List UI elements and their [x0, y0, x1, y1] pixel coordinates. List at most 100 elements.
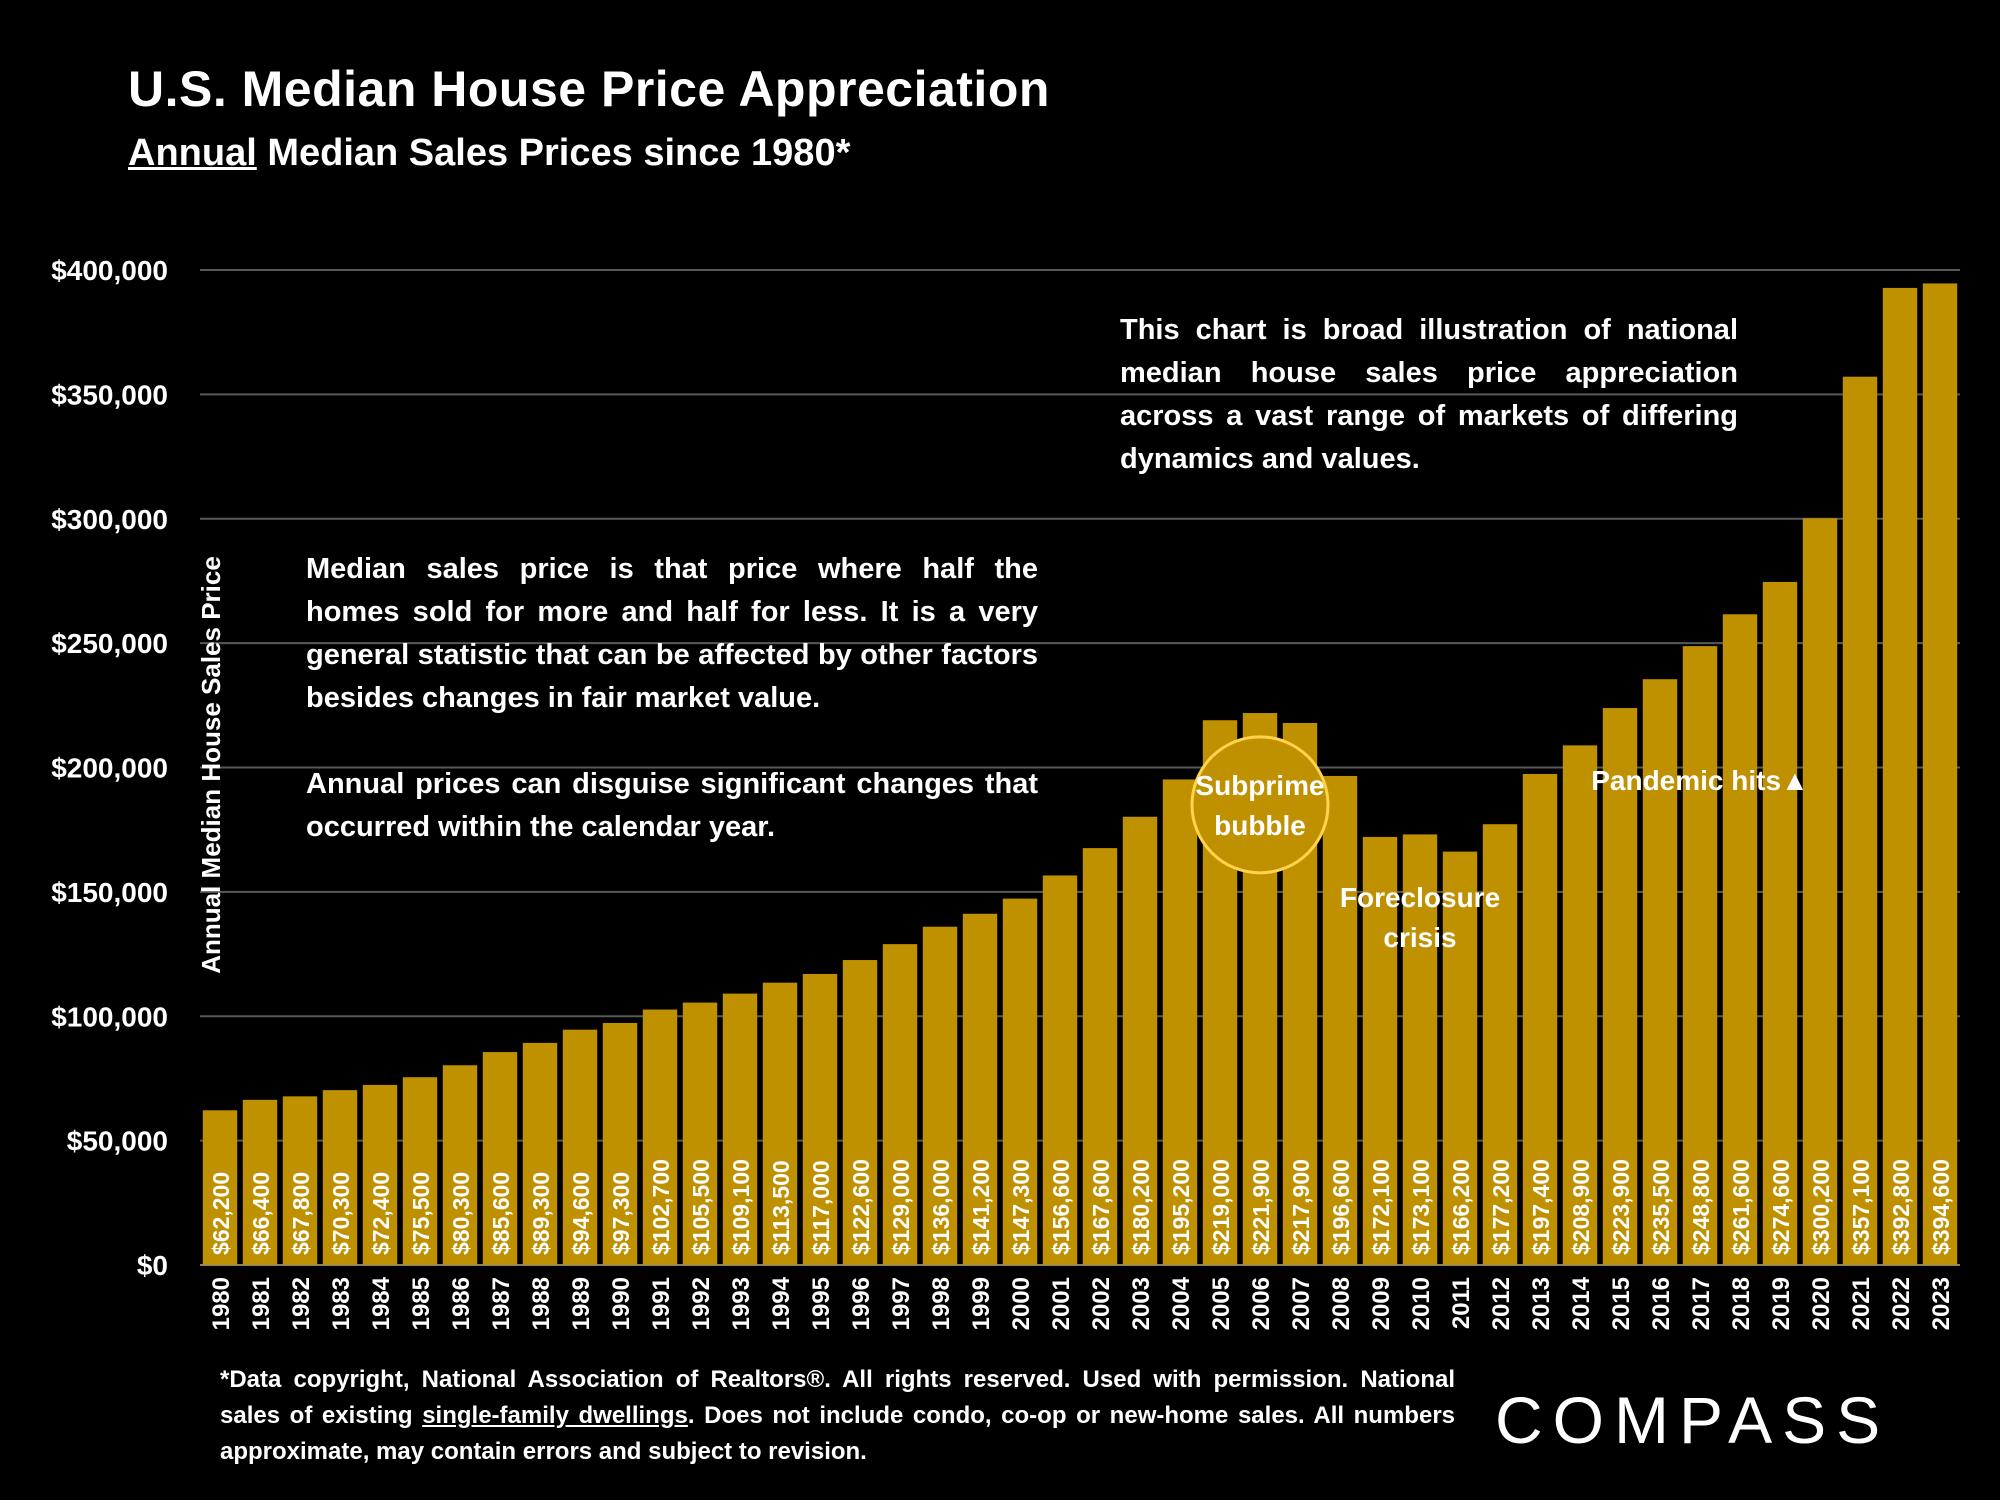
data-label: $167,600 [1088, 1159, 1114, 1255]
bar [562, 1029, 598, 1265]
x-tick-label: 1997 [888, 1277, 915, 1330]
x-tick-label: 2003 [1128, 1277, 1155, 1330]
x-tick-label: 2012 [1488, 1277, 1515, 1330]
bar [1402, 834, 1438, 1265]
data-label: $97,300 [608, 1172, 634, 1255]
bar [1482, 824, 1518, 1265]
x-tick-label: 2017 [1688, 1277, 1715, 1330]
x-tick-label: 2002 [1088, 1277, 1115, 1330]
note-left-paragraph-1: Median sales price is that price where h… [306, 553, 1038, 714]
x-tick-label: 1996 [848, 1277, 875, 1330]
x-tick-label: 1987 [488, 1277, 515, 1330]
data-label: $62,200 [208, 1172, 234, 1255]
x-axis-ticks: 1980 1981 1982 1983 1984 1985 1986 1987 1988 1989… [208, 1276, 1955, 1330]
annotation-text: crisis [1383, 922, 1456, 953]
bar [842, 960, 878, 1265]
bar [322, 1090, 358, 1265]
y-tick-label: $0 [137, 1250, 168, 1281]
footnote-part-1: *Data copyright, National Association of… [220, 1366, 1455, 1429]
data-label: $105,500 [688, 1159, 714, 1255]
bar [1562, 745, 1598, 1265]
y-tick-label: $300,000 [51, 504, 168, 535]
data-label: $394,600 [1928, 1159, 1954, 1255]
x-tick-label: 2023 [1928, 1277, 1955, 1330]
data-label: $156,600 [1048, 1159, 1074, 1255]
y-tick-label: $250,000 [51, 628, 168, 659]
footnote: *Data copyright, National Association of… [220, 1362, 1455, 1470]
data-label: $392,800 [1888, 1159, 1914, 1255]
x-tick-label: 1993 [728, 1277, 755, 1330]
annotation-text: Pandemic hits▲ [1591, 765, 1809, 796]
data-label: $217,900 [1288, 1159, 1314, 1255]
x-tick-label: 1983 [328, 1277, 355, 1330]
x-tick-label: 2019 [1768, 1277, 1795, 1330]
x-tick-label: 2022 [1888, 1277, 1915, 1330]
note-left: Median sales price is that price where h… [306, 548, 1038, 892]
data-label: $172,100 [1368, 1159, 1394, 1255]
annotation-text: Foreclosure [1340, 882, 1500, 913]
data-label: $274,600 [1768, 1159, 1794, 1255]
data-label: $235,500 [1648, 1159, 1674, 1255]
x-tick-label: 1985 [408, 1277, 435, 1330]
bar [482, 1052, 518, 1265]
x-tick-label: 1999 [968, 1277, 995, 1330]
data-label: $219,000 [1208, 1159, 1234, 1255]
data-label: $177,200 [1488, 1159, 1514, 1255]
data-label: $208,900 [1568, 1159, 1594, 1255]
x-tick-label: 2004 [1168, 1276, 1195, 1330]
data-label: $136,000 [928, 1159, 954, 1255]
data-label: $94,600 [568, 1172, 594, 1255]
bar [1722, 614, 1758, 1265]
bar [1922, 283, 1958, 1265]
x-tick-label: 2000 [1008, 1277, 1035, 1330]
data-label: $180,200 [1128, 1159, 1154, 1255]
x-tick-label: 1989 [568, 1277, 595, 1330]
footnote-underlined: single-family dwellings [422, 1402, 688, 1429]
chart-title: U.S. Median House Price Appreciation [128, 61, 1050, 117]
data-label: $141,200 [968, 1159, 994, 1255]
bar [1362, 836, 1398, 1265]
footnote-part-2: . Does not include condo, co-op or new-h… [220, 1402, 1456, 1465]
x-tick-label: 2021 [1848, 1277, 1875, 1330]
x-tick-label: 2007 [1288, 1277, 1315, 1330]
compass-logo: COMPASS [1495, 1383, 1891, 1457]
bar [1642, 679, 1678, 1265]
bar [242, 1099, 278, 1265]
data-label: $261,600 [1728, 1159, 1754, 1255]
x-tick-label: 2018 [1728, 1277, 1755, 1330]
x-tick-label: 2001 [1048, 1277, 1075, 1330]
x-tick-label: 2015 [1608, 1277, 1635, 1330]
data-labels: $62,200 $66,400 $67,800 $70,300 $72,400 $75,5… [208, 1159, 1954, 1255]
data-label: $147,300 [1008, 1159, 1034, 1255]
data-label: $89,300 [528, 1172, 554, 1255]
chart-subtitle: Annual Median Sales Prices since 1980* [128, 132, 850, 175]
bar-chart: $0 $50,000 $100,000 $150,000 $200,000 $250,00… [51, 255, 1960, 1330]
x-tick-label: 2008 [1328, 1277, 1355, 1330]
x-tick-label: 1992 [688, 1277, 715, 1330]
data-label: $166,200 [1448, 1159, 1474, 1255]
bar [642, 1009, 678, 1265]
bar [922, 926, 958, 1265]
data-label: $300,200 [1808, 1159, 1834, 1255]
bar [1882, 287, 1918, 1265]
bar [722, 993, 758, 1265]
bar [442, 1065, 478, 1265]
bar [1122, 816, 1158, 1265]
data-label: $223,900 [1608, 1159, 1634, 1255]
x-tick-label: 1984 [368, 1276, 395, 1330]
data-label: $197,400 [1528, 1159, 1554, 1255]
bar [1442, 851, 1478, 1265]
bar [282, 1096, 318, 1265]
x-tick-label: 2020 [1808, 1277, 1835, 1330]
y-tick-label: $350,000 [51, 379, 168, 410]
data-label: $221,900 [1248, 1159, 1274, 1255]
x-tick-label: 2010 [1408, 1277, 1435, 1330]
bar [362, 1084, 398, 1265]
bar [682, 1002, 718, 1265]
data-label: $70,300 [328, 1172, 354, 1255]
x-tick-label: 2013 [1528, 1277, 1555, 1330]
y-tick-label: $50,000 [67, 1126, 168, 1157]
bar [1802, 518, 1838, 1265]
y-tick-label: $200,000 [51, 753, 168, 784]
